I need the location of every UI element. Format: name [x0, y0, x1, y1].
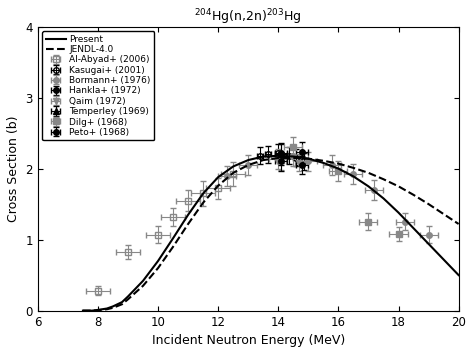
JENDL-4.0	[366, 171, 371, 175]
JENDL-4.0	[350, 166, 356, 170]
JENDL-4.0	[140, 284, 146, 288]
JENDL-4.0	[441, 212, 447, 216]
JENDL-4.0	[215, 183, 221, 188]
Present	[275, 154, 281, 158]
Present	[119, 300, 125, 304]
X-axis label: Incident Neutron Energy (MeV): Incident Neutron Energy (MeV)	[152, 334, 345, 347]
Present	[110, 304, 116, 308]
JENDL-4.0	[456, 222, 462, 226]
JENDL-4.0	[245, 163, 251, 167]
Y-axis label: Cross Section (b): Cross Section (b)	[7, 115, 20, 222]
Present	[306, 156, 311, 161]
JENDL-4.0	[104, 307, 110, 311]
JENDL-4.0	[185, 222, 191, 226]
Present	[185, 213, 191, 217]
JENDL-4.0	[381, 177, 386, 181]
JENDL-4.0	[155, 266, 161, 270]
JENDL-4.0	[110, 306, 116, 310]
Present	[201, 191, 206, 195]
Present	[261, 154, 266, 159]
Present	[335, 166, 341, 171]
JENDL-4.0	[335, 161, 341, 166]
Line: JENDL-4.0: JENDL-4.0	[83, 158, 459, 311]
Present	[396, 211, 402, 215]
JENDL-4.0	[119, 302, 125, 306]
JENDL-4.0	[201, 201, 206, 205]
JENDL-4.0	[125, 297, 131, 301]
Legend: Present, JENDL-4.0, Al-Abyad+ (2006), Kasugai+ (2001), Bormann+ (1976), Hankla+ : Present, JENDL-4.0, Al-Abyad+ (2006), Ka…	[43, 31, 155, 141]
Present	[80, 309, 86, 313]
Present	[456, 273, 462, 277]
Present	[155, 259, 161, 263]
Present	[170, 236, 176, 240]
JENDL-4.0	[396, 184, 402, 188]
JENDL-4.0	[411, 193, 416, 197]
Present	[125, 294, 131, 298]
Present	[230, 164, 236, 169]
Present	[89, 309, 95, 313]
JENDL-4.0	[321, 159, 326, 163]
Present	[411, 226, 416, 230]
Present	[441, 257, 447, 262]
JENDL-4.0	[95, 308, 101, 313]
Present	[426, 242, 431, 246]
JENDL-4.0	[89, 309, 95, 313]
Present	[140, 279, 146, 283]
JENDL-4.0	[170, 245, 176, 249]
Present	[245, 158, 251, 162]
Line: Present: Present	[83, 156, 459, 311]
Present	[104, 306, 110, 310]
JENDL-4.0	[261, 158, 266, 162]
Present	[215, 175, 221, 179]
Present	[350, 174, 356, 178]
JENDL-4.0	[275, 156, 281, 160]
Present	[366, 184, 371, 188]
JENDL-4.0	[230, 171, 236, 175]
Present	[290, 154, 296, 159]
Present	[95, 308, 101, 312]
Title: $^{204}$Hg(n,2n)$^{203}$Hg: $^{204}$Hg(n,2n)$^{203}$Hg	[194, 7, 302, 27]
JENDL-4.0	[426, 202, 431, 206]
JENDL-4.0	[80, 309, 86, 313]
Present	[381, 196, 386, 201]
JENDL-4.0	[290, 156, 296, 160]
Present	[321, 161, 326, 165]
JENDL-4.0	[306, 156, 311, 161]
